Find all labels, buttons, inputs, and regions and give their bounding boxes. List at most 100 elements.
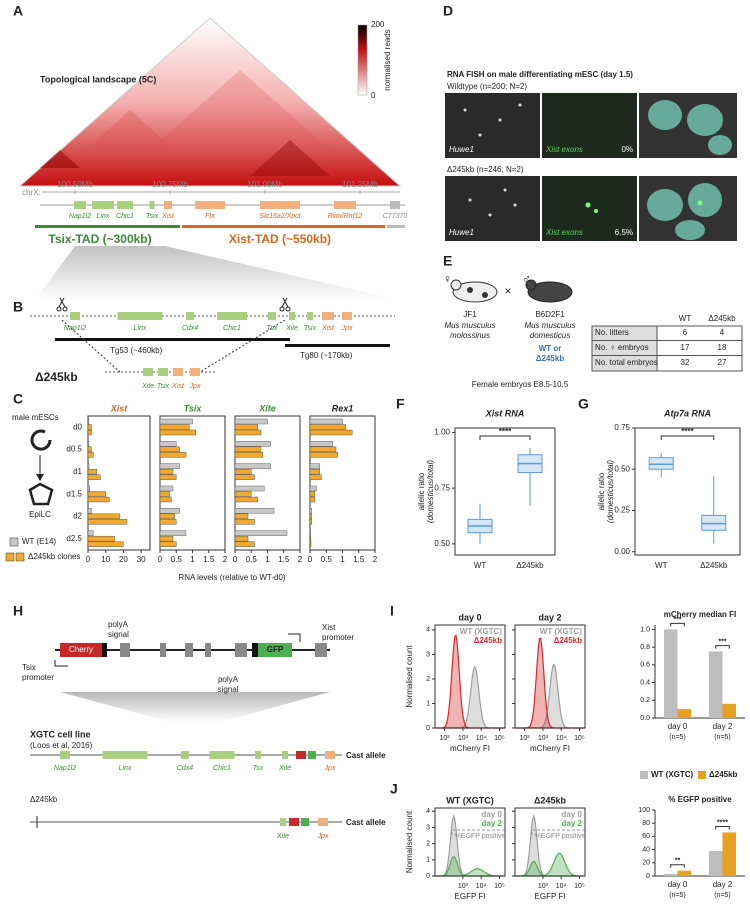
label: allelic ratio: [597, 472, 606, 510]
label: Chic1: [116, 213, 134, 220]
label: 0: [86, 555, 91, 564]
label: 1.5: [353, 555, 365, 564]
bar: [309, 491, 316, 497]
bar: [234, 424, 258, 430]
bar: [87, 441, 90, 447]
label: day 0: [458, 612, 481, 622]
label: 20: [642, 860, 650, 867]
label: Normalised count: [405, 810, 414, 873]
label: (n=5): [714, 892, 731, 899]
label: Slc16a2/Xpct: [259, 213, 301, 220]
bar: [159, 429, 196, 436]
label: 0.0: [640, 715, 650, 722]
label: 10⁴: [556, 883, 567, 890]
label: d1.5: [66, 489, 82, 498]
reporter: [252, 643, 258, 657]
bar: [309, 541, 312, 547]
label: Cdx4: [177, 765, 193, 772]
bar: [709, 850, 723, 876]
bar: [159, 535, 174, 542]
label: 0.2: [640, 697, 650, 704]
label: Tg80 (~170kb): [300, 351, 353, 360]
label: 0.5: [246, 555, 258, 564]
label: 10³: [538, 735, 549, 742]
label: 0.50: [434, 539, 450, 548]
label: 1: [426, 857, 430, 864]
label: Chic1: [213, 765, 231, 772]
bar: [234, 491, 252, 497]
label: WT or: [539, 344, 562, 353]
label: 0: [426, 873, 430, 880]
label: 20: [119, 555, 128, 564]
label: Tsix: [146, 213, 159, 220]
plot-frame: [309, 415, 376, 551]
reporter: [102, 643, 107, 657]
label: B6D2F1: [535, 310, 565, 319]
gene: [149, 201, 155, 209]
table-col: [591, 325, 658, 372]
bar: [87, 429, 92, 436]
label: d1: [73, 467, 82, 476]
label: 10⁵: [574, 735, 585, 742]
bar: [722, 832, 736, 876]
label: day 0: [562, 810, 583, 819]
label: Rlim/Rnf12: [328, 213, 363, 220]
significance-bracket: [715, 825, 730, 830]
gene: [390, 201, 400, 209]
reporter: [60, 643, 102, 657]
label: d2.5: [66, 534, 82, 543]
gene: [342, 312, 352, 320]
bar: [159, 418, 193, 425]
label: 0: [308, 555, 313, 564]
gene: [289, 312, 295, 320]
label: GFP: [267, 645, 284, 654]
label: 1.00: [434, 428, 450, 437]
label: Wildtype (n=200; N=2): [447, 82, 527, 91]
label: EGFP FI: [535, 892, 566, 901]
gene: [195, 201, 225, 209]
deletion-guide: [61, 319, 121, 373]
bar: [87, 519, 128, 525]
arrow: [288, 633, 301, 642]
exon: [120, 643, 130, 657]
box: [701, 514, 727, 531]
tad-bar: [387, 225, 405, 228]
bar: [159, 485, 174, 492]
label: Cdx4: [182, 325, 198, 332]
label: No. ♀ embryos: [595, 343, 649, 352]
label: Tsix-TAD (~300kb): [48, 232, 151, 246]
label: 0.75: [434, 483, 450, 492]
plot-frame: [454, 427, 556, 556]
label: day 2: [482, 819, 503, 828]
plot-frame: [514, 624, 586, 729]
label: Xist exons: [545, 228, 583, 237]
reporter: [296, 751, 306, 759]
bar: [309, 441, 333, 447]
bar: [309, 446, 337, 453]
legend-swatch: [698, 771, 706, 779]
bar: [309, 530, 311, 536]
label: Tsx: [267, 325, 278, 332]
label: 1: [426, 700, 430, 707]
label: ****: [681, 427, 694, 436]
label: 100: [638, 807, 650, 814]
label: Tsix: [184, 403, 203, 413]
bar: [159, 496, 172, 503]
label: Jpx: [189, 383, 201, 390]
label: 10³: [458, 735, 469, 742]
label: Xite: [278, 765, 291, 772]
label: Cast allele: [346, 818, 386, 827]
label: 0.5: [171, 555, 183, 564]
plot-frame: [634, 427, 741, 556]
legend-swatch: [5, 552, 15, 562]
label: B: [13, 299, 23, 315]
label: day 0: [668, 722, 688, 731]
bar: [234, 541, 255, 547]
label: normalised reads: [383, 29, 392, 90]
label: 1.0: [640, 626, 650, 633]
label: No. litters: [595, 328, 629, 337]
label: XGTC cell line: [30, 729, 91, 739]
gene: [217, 312, 247, 320]
label: ***: [673, 616, 681, 623]
